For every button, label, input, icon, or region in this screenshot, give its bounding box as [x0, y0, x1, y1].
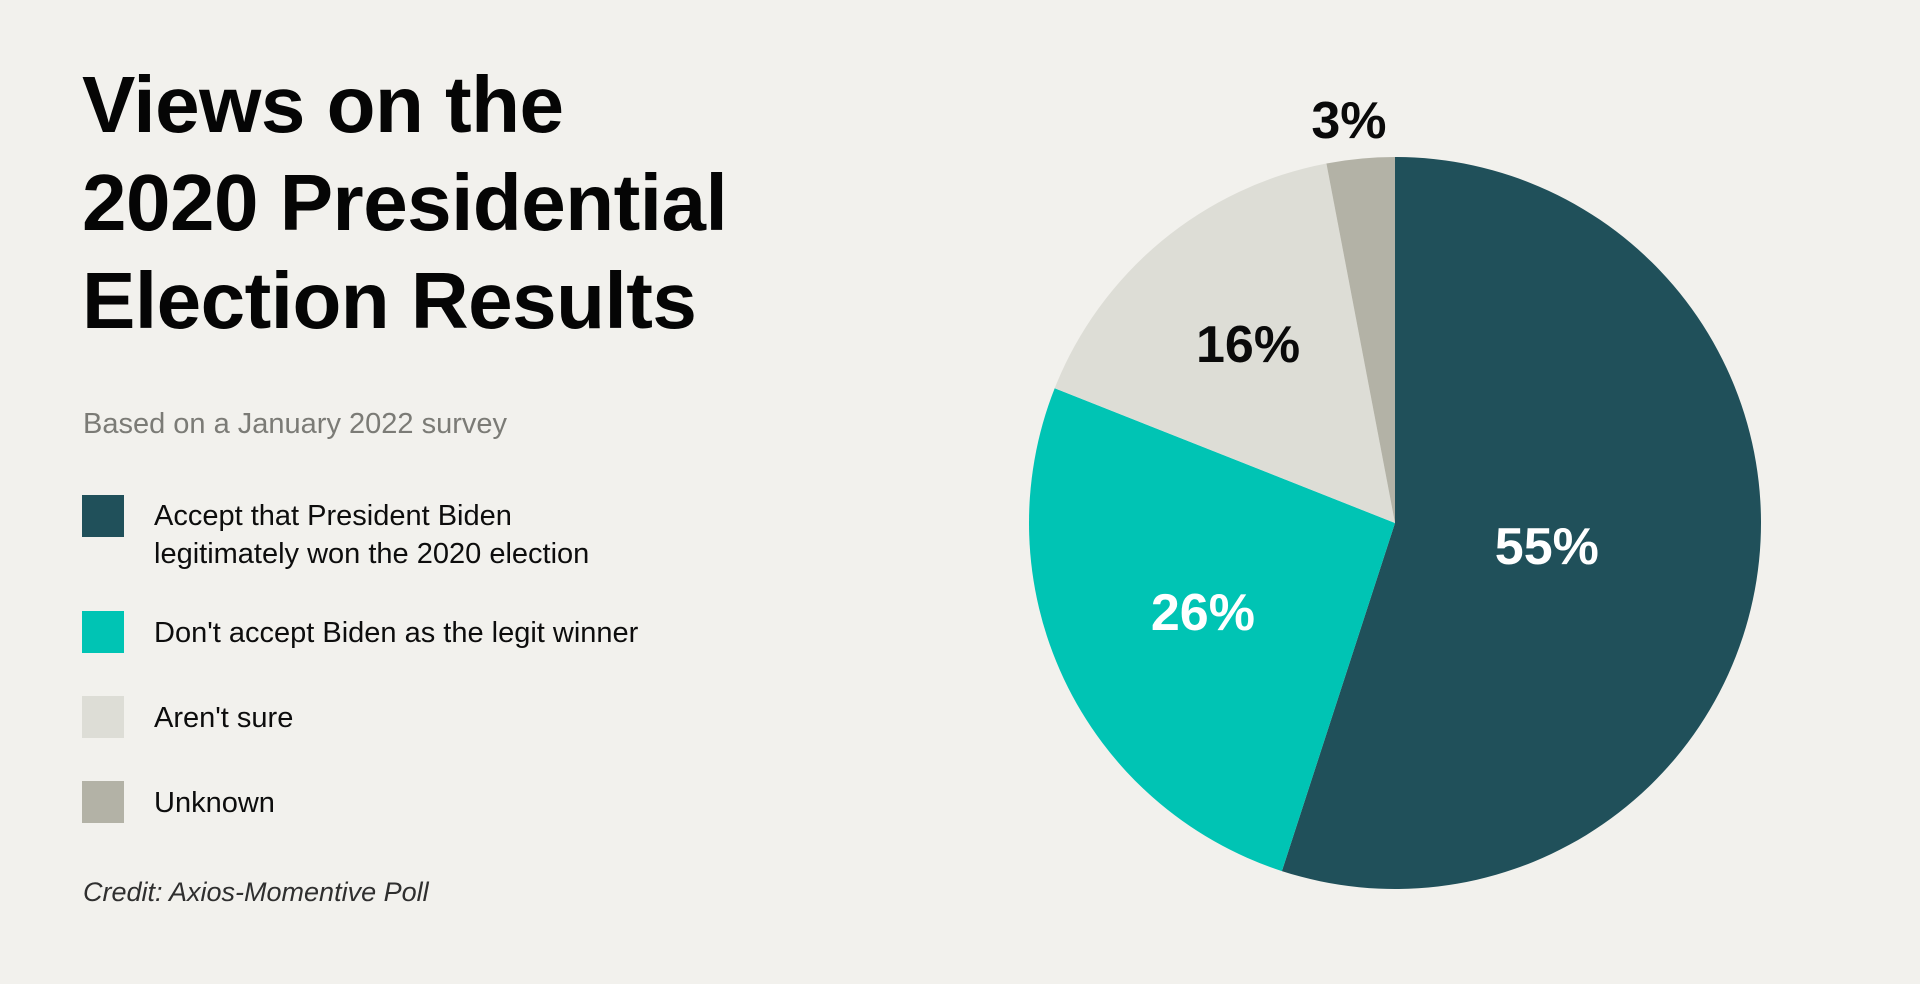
chart-title-line-3: Election Results [82, 256, 697, 345]
legend-swatch-accept [82, 495, 124, 537]
legend-label-dont-accept: Don't accept Biden as the legit winner [154, 617, 639, 649]
legend-label-accept-line-2: legitimately won the 2020 election [154, 538, 590, 570]
legend-label-accept: Accept that President Biden legitimately… [154, 497, 589, 573]
pie-slice-dont-accept [1029, 388, 1395, 872]
legend-swatch-dont-accept [82, 611, 124, 653]
chart-title-line-2: 2020 Presidential [82, 158, 728, 247]
chart-title: Views on the 2020 Presidential Election … [82, 56, 842, 350]
chart-subtitle: Based on a January 2022 survey [83, 408, 507, 440]
pie-slice-unknown [1326, 157, 1395, 523]
legend-swatch-unknown [82, 781, 124, 823]
chart-title-line-1: Views on the [82, 60, 564, 149]
pie-slice-accept [1281, 157, 1761, 889]
source-credit: Credit: Axios-Momentive Poll [83, 877, 429, 907]
legend-label-not-sure: Aren't sure [154, 702, 294, 734]
legend-label-accept-line-1: Accept that President Biden [154, 500, 512, 532]
slice-label-unknown: 3% [1311, 91, 1387, 150]
legend-swatch-not-sure [82, 696, 124, 738]
legend-label-unknown: Unknown [154, 787, 275, 819]
pie-slice-not-sure [1054, 163, 1395, 524]
